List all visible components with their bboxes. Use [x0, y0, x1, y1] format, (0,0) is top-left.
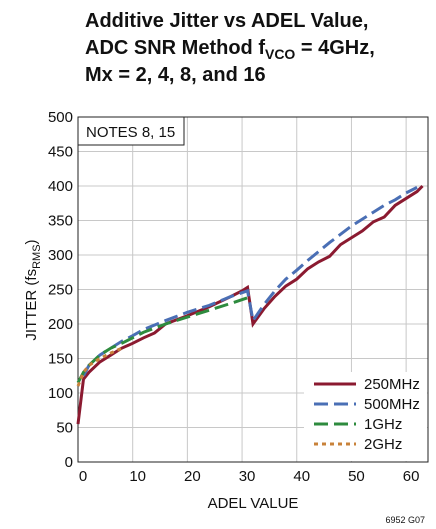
y-tick-label: 350: [48, 213, 73, 230]
title-subscript: VCO: [265, 46, 295, 62]
x-tick-label: 30: [239, 468, 256, 485]
annotation-box: [77, 116, 185, 146]
title-text: ADC SNR Method f: [85, 37, 265, 59]
x-axis-label: ADEL VALUE: [208, 495, 299, 512]
annotation: NOTES 8, 15: [86, 124, 175, 141]
label-text: JITTER (fs: [23, 269, 40, 341]
x-tick-label: 10: [129, 468, 146, 485]
y-tick-label: 250: [48, 282, 73, 299]
legend-label: 500MHz: [364, 396, 420, 413]
series-line: [76, 346, 123, 387]
legend-label: 250MHz: [364, 376, 420, 393]
series-line: [76, 184, 424, 425]
x-tick-label: 60: [403, 468, 420, 485]
y-axis-label: JITTER (fsRMS): [23, 239, 43, 340]
y-tick-label: 450: [48, 144, 73, 161]
chart-title-line: Mx = 2, 4, 8, and 16: [85, 64, 266, 86]
x-tick-label: 20: [184, 468, 201, 485]
y-tick-label: 400: [48, 178, 73, 195]
series-line: [76, 296, 249, 384]
y-tick-label: 100: [48, 385, 73, 402]
x-tick-label: 40: [293, 468, 310, 485]
x-tick-label: 0: [79, 468, 87, 485]
footnote: 6952 G07: [385, 515, 425, 525]
chart-title-line: Additive Jitter vs ADEL Value,: [85, 10, 368, 32]
y-tick-label: 0: [65, 454, 73, 471]
label-text: ): [23, 239, 40, 244]
series-line: [82, 186, 418, 377]
y-tick-label: 150: [48, 351, 73, 368]
chart-title-line: ADC SNR Method fVCO = 4GHz,: [85, 37, 375, 62]
legend-label: 2GHz: [364, 436, 402, 453]
y-tick-label: 200: [48, 316, 73, 333]
y-tick-label: 50: [56, 420, 73, 437]
legend-box: [304, 372, 427, 461]
y-tick-label: 500: [48, 109, 73, 126]
title-text: = 4GHz,: [295, 37, 374, 59]
x-tick-label: 50: [348, 468, 365, 485]
legend-label: 1GHz: [364, 416, 402, 433]
label-subscript: RMS: [31, 244, 43, 268]
y-tick-label: 300: [48, 247, 73, 264]
plot-frame: [77, 116, 429, 463]
